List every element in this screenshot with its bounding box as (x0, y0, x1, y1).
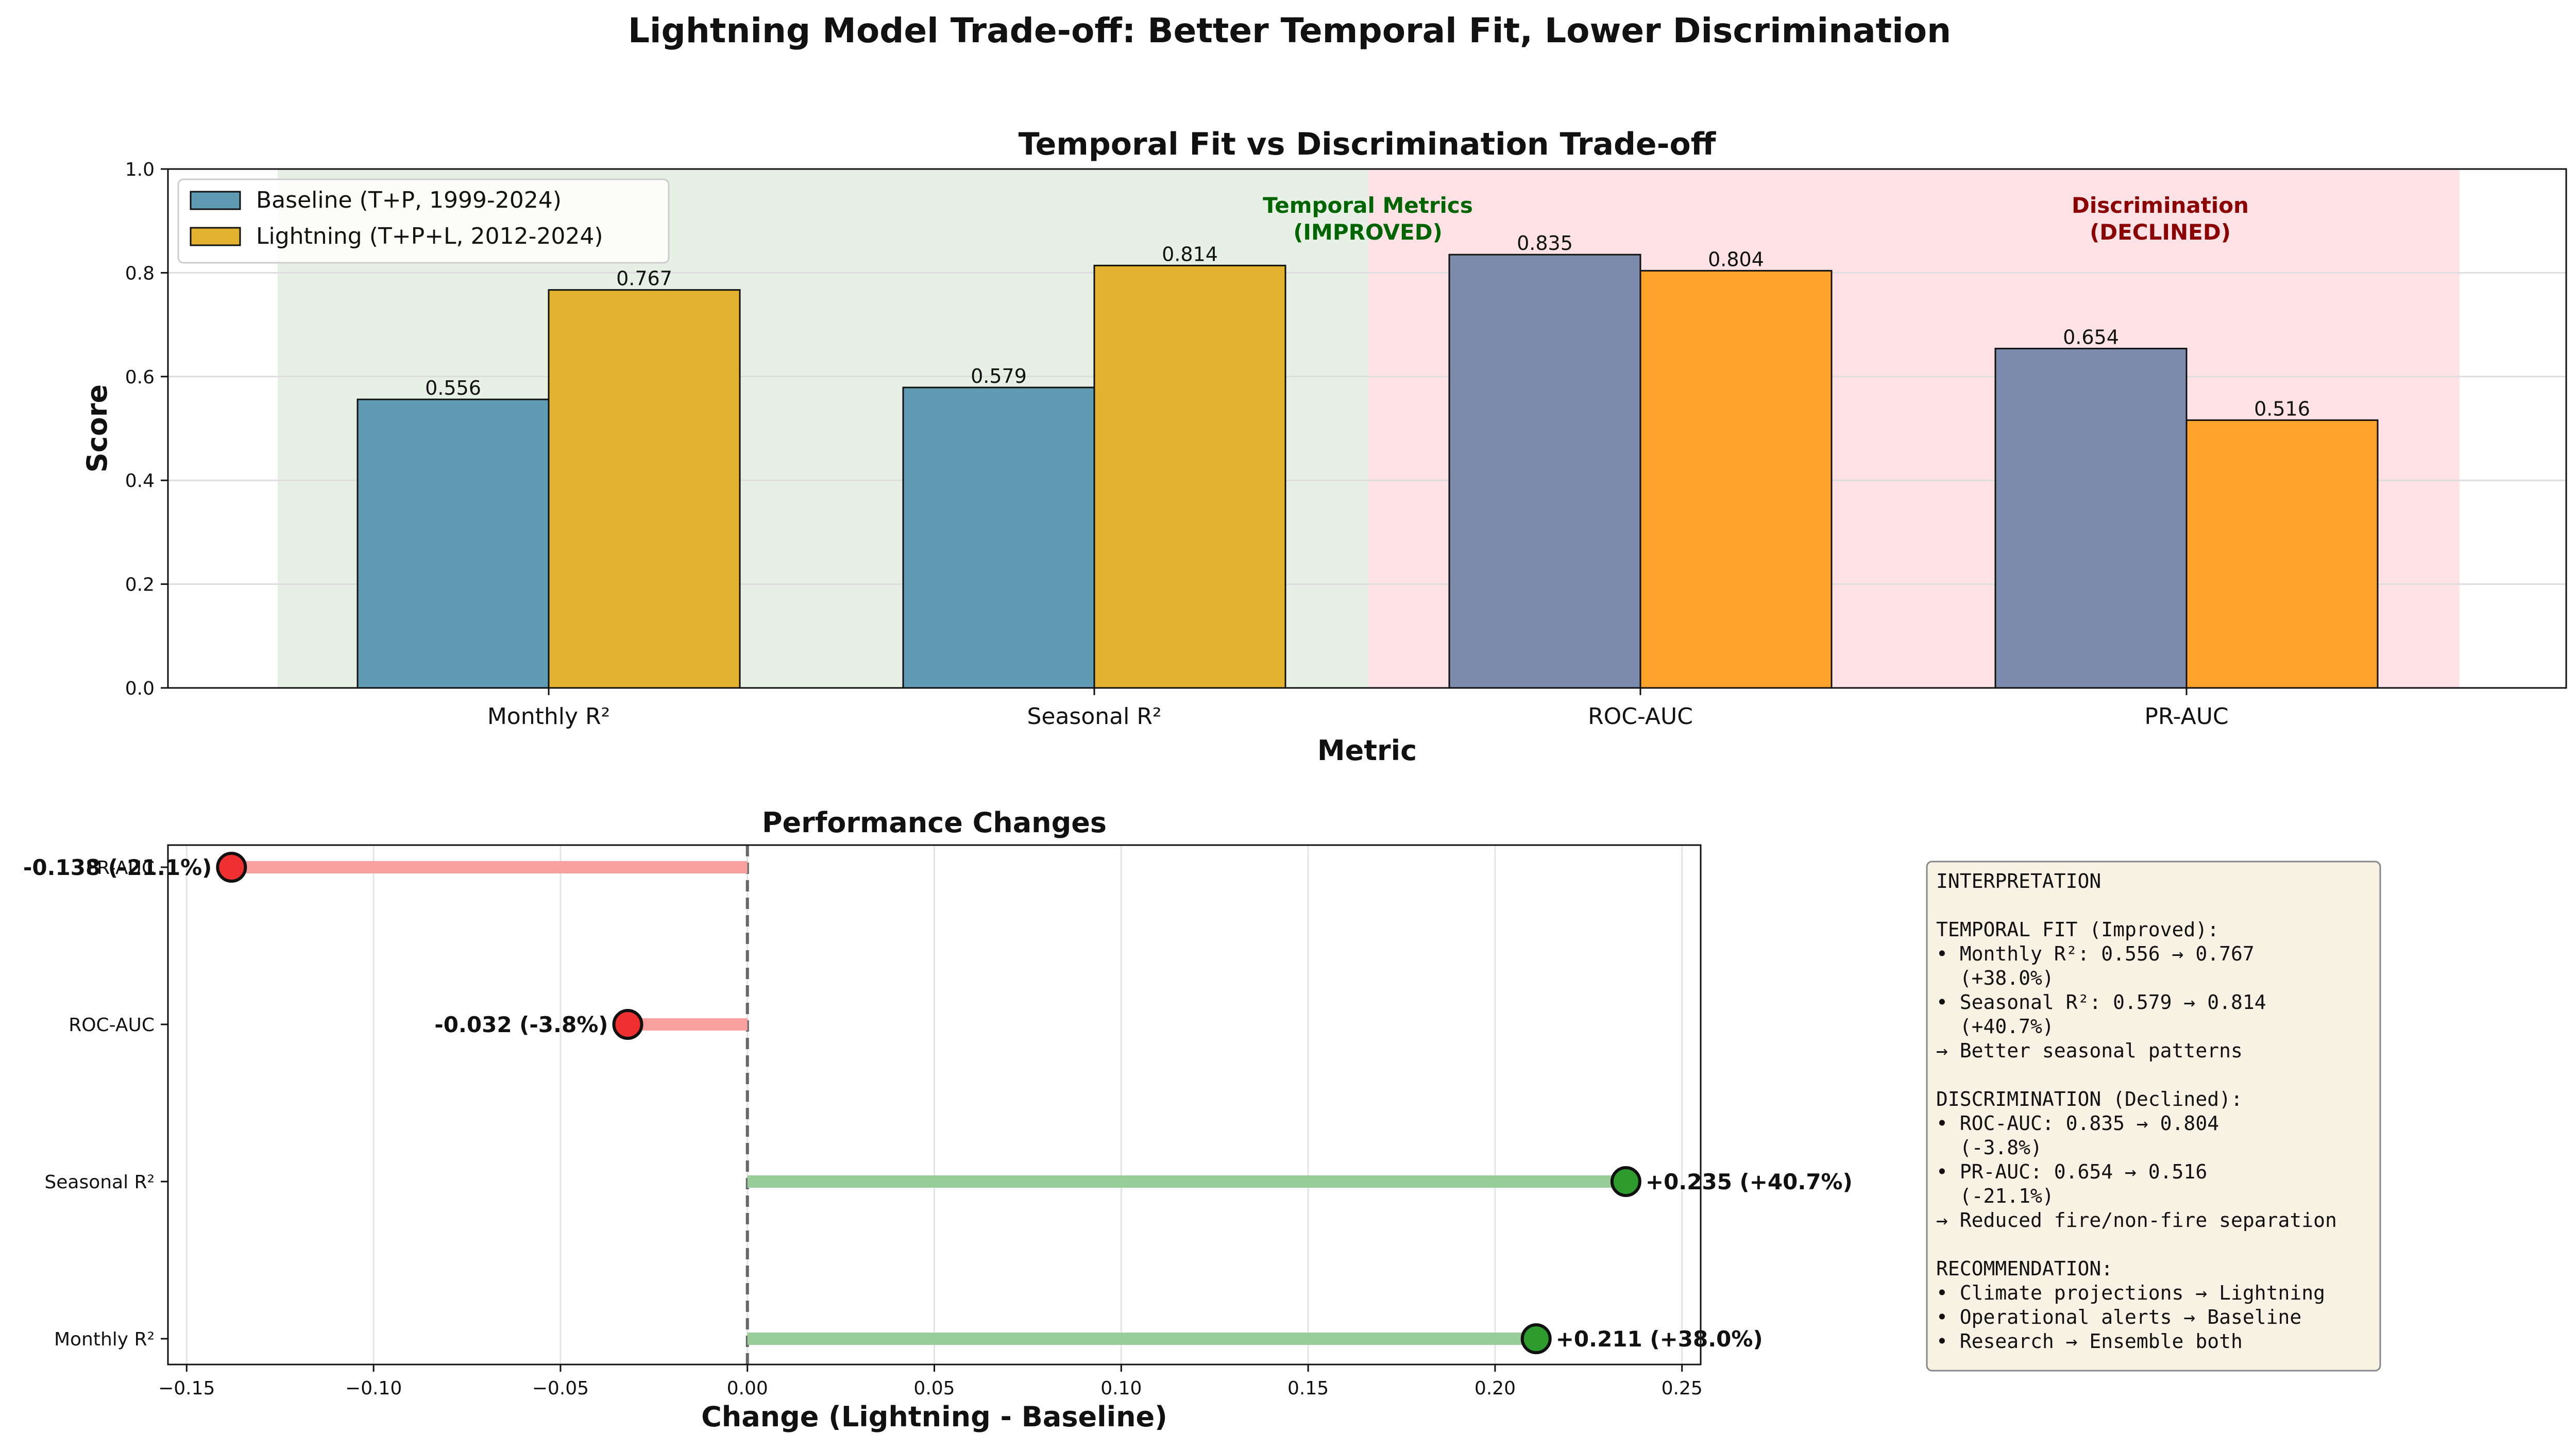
change-label: +0.211 (+38.0%) (1556, 1326, 1763, 1352)
y-tick-label: Monthly R² (54, 1329, 155, 1350)
interpretation-line: DISCRIMINATION (Declined): (1936, 1088, 2243, 1110)
figure-title: Lightning Model Trade-off: Better Tempor… (628, 11, 1951, 50)
x-axis-label: Change (Lightning - Baseline) (701, 1401, 1167, 1433)
y-tick-label: 0.6 (125, 367, 155, 388)
lollipop-point (216, 852, 247, 883)
lollipop-point (1610, 1166, 1641, 1197)
x-axis-label: Metric (1317, 734, 1417, 767)
lollipop-chart: -0.138 (-21.1%) -0.032 (-3.8%) +0.235 (+40… (23, 806, 1853, 1433)
plot-frame (167, 168, 2567, 689)
bar-value-label: 0.579 (971, 365, 1027, 387)
legend-swatch (190, 191, 241, 210)
bar (1448, 254, 1641, 689)
bar (902, 386, 1095, 689)
interpretation-line: (-3.8%) (1936, 1136, 2042, 1159)
x-tick-label: −0.05 (532, 1378, 589, 1399)
x-tick-label: −0.10 (345, 1378, 402, 1399)
change-label: -0.032 (-3.8%) (434, 1012, 608, 1037)
bar-value-label: 0.835 (1517, 232, 1573, 255)
x-tick-label: 0.15 (1287, 1378, 1329, 1399)
y-tick-label: 0.8 (125, 263, 155, 284)
x-tick-label: −0.15 (158, 1378, 215, 1399)
bar (1994, 347, 2188, 689)
y-tick-label: Seasonal R² (44, 1172, 155, 1193)
interpretation-line: INTERPRETATION (1936, 870, 2101, 892)
change-label: +0.235 (+40.7%) (1646, 1169, 1853, 1194)
bar-value-label: 0.814 (1162, 243, 1218, 265)
interpretation-line: (+38.0%) (1936, 967, 2054, 989)
y-tick-label: PR-AUC (86, 857, 155, 879)
x-tick-label: ROC-AUC (1588, 703, 1693, 730)
y-tick-label: 0.4 (125, 470, 155, 492)
interpretation-line: • Monthly R²: 0.556 → 0.767 (1936, 942, 2255, 965)
y-tick-label: 1.0 (125, 159, 155, 180)
region-label: Discrimination (2072, 193, 2249, 218)
region-label: (DECLINED) (2090, 220, 2231, 245)
bar-value-label: 0.516 (2254, 397, 2310, 420)
lollipop-point (1520, 1323, 1552, 1354)
x-tick-label: PR-AUC (2144, 703, 2228, 730)
interpretation-line: • Climate projections → Lightning (1936, 1282, 2325, 1304)
interpretation-line: (-21.1%) (1936, 1185, 2054, 1207)
legend-entry: Lightning (T+P+L, 2012-2024) (256, 223, 603, 249)
x-tick-label: Monthly R² (487, 703, 610, 730)
x-tick-label: 0.00 (727, 1378, 768, 1399)
y-tick-label: 0.0 (125, 678, 155, 699)
interpretation-line: • Operational alerts → Baseline (1936, 1306, 2301, 1328)
y-tick-label: 0.2 (125, 575, 155, 596)
bar-value-label: 0.654 (2063, 326, 2119, 348)
lollipop-point (612, 1009, 643, 1040)
x-tick-label: Seasonal R² (1027, 703, 1161, 730)
legend-swatch (190, 227, 241, 246)
bar-value-label: 0.556 (425, 377, 481, 399)
interpretation-line: • Research → Ensemble both (1936, 1330, 2243, 1353)
x-tick-label: 0.25 (1662, 1378, 1703, 1399)
bar (1093, 264, 1286, 689)
chart-title: Temporal Fit vs Discrimination Trade-off (1019, 126, 1717, 162)
bar-chart: Temporal Metrics(IMPROVED) Discrimination… (81, 126, 2567, 767)
interpretation-line: • ROC-AUC: 0.835 → 0.804 (1936, 1112, 2219, 1135)
bar (548, 289, 741, 689)
interpretation-line: → Better seasonal patterns (1936, 1039, 2243, 1062)
interpretation-line: • PR-AUC: 0.654 → 0.516 (1936, 1160, 2207, 1183)
interpretation-line: TEMPORAL FIT (Improved): (1936, 918, 2219, 941)
x-tick-label: 0.10 (1100, 1378, 1142, 1399)
legend: Baseline (T+P, 1999-2024) Lightning (T+P+… (177, 178, 670, 264)
legend-box (177, 178, 670, 264)
interpretation-line: RECOMMENDATION: (1936, 1257, 2113, 1280)
region-label: Temporal Metrics (1263, 193, 1473, 218)
change-label: -0.138 (-21.1%) (23, 855, 212, 880)
interpretation-line: (+40.7%) (1936, 1015, 2054, 1038)
bar-value-label: 0.767 (616, 267, 672, 290)
bar (2185, 419, 2379, 689)
interpretation-line: → Reduced fire/non-fire separation (1936, 1209, 2337, 1232)
chart-title: Performance Changes (762, 806, 1107, 839)
x-tick-label: 0.20 (1475, 1378, 1516, 1399)
x-tick-label: 0.05 (913, 1378, 955, 1399)
y-axis-label: Score (81, 384, 113, 473)
legend-entry: Baseline (T+P, 1999-2024) (256, 187, 562, 213)
interpretation-line: • Seasonal R²: 0.579 → 0.814 (1936, 991, 2266, 1014)
y-tick-label: ROC-AUC (69, 1015, 155, 1036)
bar (357, 398, 550, 689)
bar-value-label: 0.804 (1708, 248, 1764, 271)
interpretation-box-bg (1926, 861, 2381, 1372)
bar (1639, 269, 1833, 689)
region-label: (IMPROVED) (1293, 220, 1443, 245)
